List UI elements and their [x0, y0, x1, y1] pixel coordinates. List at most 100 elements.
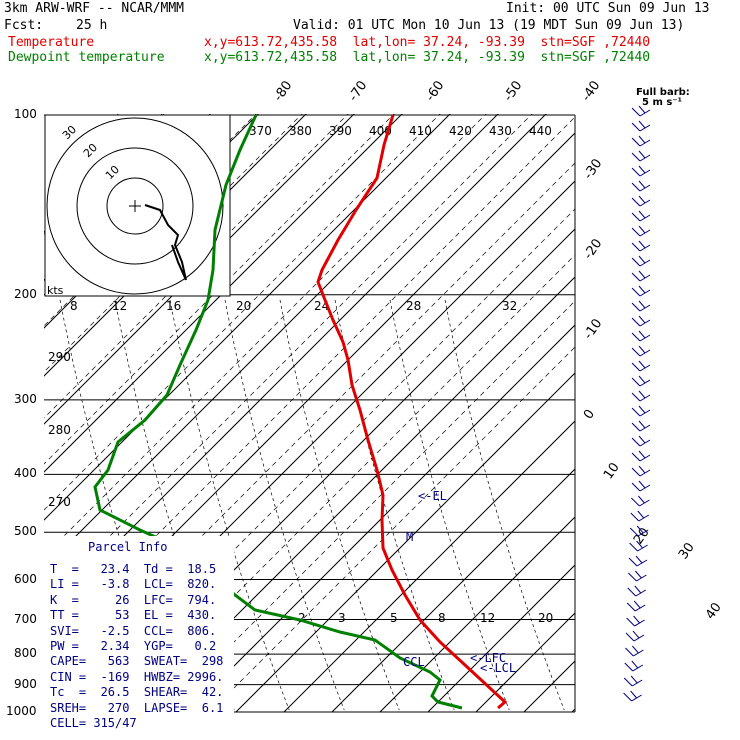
mixing-ratio-label: 12 [480, 611, 495, 625]
wind-barb-flag [631, 167, 641, 177]
wind-barb-flag [626, 602, 636, 612]
wind-barb-flag [631, 332, 641, 342]
isotherm [379, 516, 575, 713]
wind-barb-flag [637, 510, 645, 519]
isotherm [427, 564, 575, 713]
wind-barb-flag [631, 437, 641, 447]
dry-adiabat-label: 380 [289, 124, 312, 138]
mixing-ratio-label: 8 [438, 611, 446, 625]
wind-barb-flag [638, 300, 646, 309]
wind-barb-flag [629, 542, 638, 552]
isotherm-label: -60 [423, 78, 447, 104]
isotherm [283, 420, 575, 713]
wind-barb-flag [638, 285, 646, 294]
pressure-label-100: 100 [14, 107, 37, 121]
isotherm-label: -20 [581, 236, 605, 262]
isotherm-label: 40 [703, 600, 725, 622]
wind-barb-flag [631, 497, 640, 507]
wind-barb-flag [638, 240, 646, 249]
wind-barb-flag [638, 375, 646, 384]
wind-barb-flag [638, 330, 646, 339]
full-barb-label: Full barb: [636, 87, 690, 98]
wind-barb-flag [638, 315, 646, 324]
dewpoint-legend: Dewpoint temperature [8, 50, 165, 65]
wind-barb-flag [638, 195, 646, 204]
pressure-label-700: 700 [14, 611, 37, 626]
parcel-info-panel [44, 536, 234, 726]
wind-barb-flag [631, 272, 641, 282]
moist-adiabat-label: 28 [406, 299, 421, 313]
dry-adiabat [44, 114, 487, 557]
full-barb-unit: 5 m s⁻¹ [642, 97, 682, 108]
wind-barb-flag [628, 572, 637, 582]
temperature-station-info: x,y=613.72,435.58 lat,lon= 37.24, -93.39… [204, 35, 651, 50]
dry-adiabat-label: 420 [449, 124, 472, 138]
parcel-info-title: Parcel Info [88, 540, 168, 554]
isotherm-label: 10 [601, 460, 623, 482]
wind-barb-flag [638, 465, 646, 474]
moist-adiabat-label: 20 [236, 299, 251, 313]
dry-adiabat-label: 440 [529, 124, 552, 138]
hodograph-ring-10 [106, 177, 164, 235]
isotherm-label: -70 [346, 78, 370, 104]
wind-barb-flag [634, 585, 642, 594]
m-marker: M [406, 530, 413, 544]
wind-barb-flag [631, 422, 641, 432]
dewpoint-profile [93, 114, 463, 710]
dry-adiabat [44, 114, 349, 419]
moist-adiabat [114, 299, 235, 711]
wind-barb-flag [631, 482, 641, 492]
dry-adiabat [117, 254, 575, 713]
wind-barb-flag [625, 632, 635, 642]
dry-adiabat [44, 116, 575, 649]
dry-adiabat [44, 162, 575, 695]
wind-barb-flag [631, 212, 641, 222]
init-time: Init: 00 UTC Sun 09 Jun 13 [506, 1, 710, 16]
moist-adiabat [59, 299, 180, 711]
wind-barb-flag [633, 600, 641, 609]
el-marker: <-EL [418, 489, 447, 503]
hodograph-trace [144, 204, 187, 281]
hodograph-ring-30 [46, 117, 224, 295]
moist-adiabat [389, 299, 510, 711]
pressure-label-400: 400 [14, 466, 37, 481]
wind-barb-flag [631, 182, 641, 192]
pressure-label-800: 800 [14, 646, 37, 661]
isotherm [620, 112, 740, 712]
theta-side-label: 280 [48, 423, 71, 437]
moist-adiabat-label: 16 [166, 299, 181, 313]
wind-barb-flag [623, 692, 632, 702]
wind-barb-flag [631, 137, 641, 147]
theta-side-label: 270 [48, 495, 71, 509]
dry-adiabat [44, 114, 533, 603]
pressure-label-900: 900 [14, 676, 37, 691]
hodograph-unit: kts [47, 284, 64, 297]
hodograph-inset: 10 20 30 [44, 114, 231, 297]
forecast-label: Fcst: [4, 18, 44, 33]
isotherm-label: -50 [501, 78, 525, 104]
wind-barb-flag [626, 617, 635, 627]
wind-barb-flag [631, 452, 641, 462]
wind-barb-flag [630, 690, 637, 699]
temperature-legend: Temperature [8, 35, 95, 50]
isotherm [235, 372, 575, 713]
forecast-hour: 25 h [76, 18, 108, 33]
wind-barb-flag [638, 495, 645, 504]
hodograph-ring-20 [76, 147, 194, 265]
dry-adiabat-label: 430 [489, 124, 512, 138]
wind-barb-flag [638, 255, 646, 264]
wind-barb-flag [638, 450, 646, 459]
ccl-marker: CCL [403, 655, 425, 669]
parcel-info-row: CAPE= 563 SWEAT= 298 [50, 654, 224, 669]
wind-barb-flag [623, 677, 633, 687]
wind-barb-flag [632, 645, 639, 654]
moist-adiabat [224, 299, 345, 711]
wind-barb-flag [638, 480, 646, 489]
mixing-ratio-label: 20 [538, 611, 553, 625]
isotherm [44, 114, 355, 425]
pressure-label-1000: 1000 [6, 704, 37, 718]
moist-adiabat [279, 299, 400, 711]
wind-barb-flag [638, 435, 646, 444]
isotherm-label: -10 [581, 316, 605, 342]
wind-barb-flag [631, 347, 641, 357]
